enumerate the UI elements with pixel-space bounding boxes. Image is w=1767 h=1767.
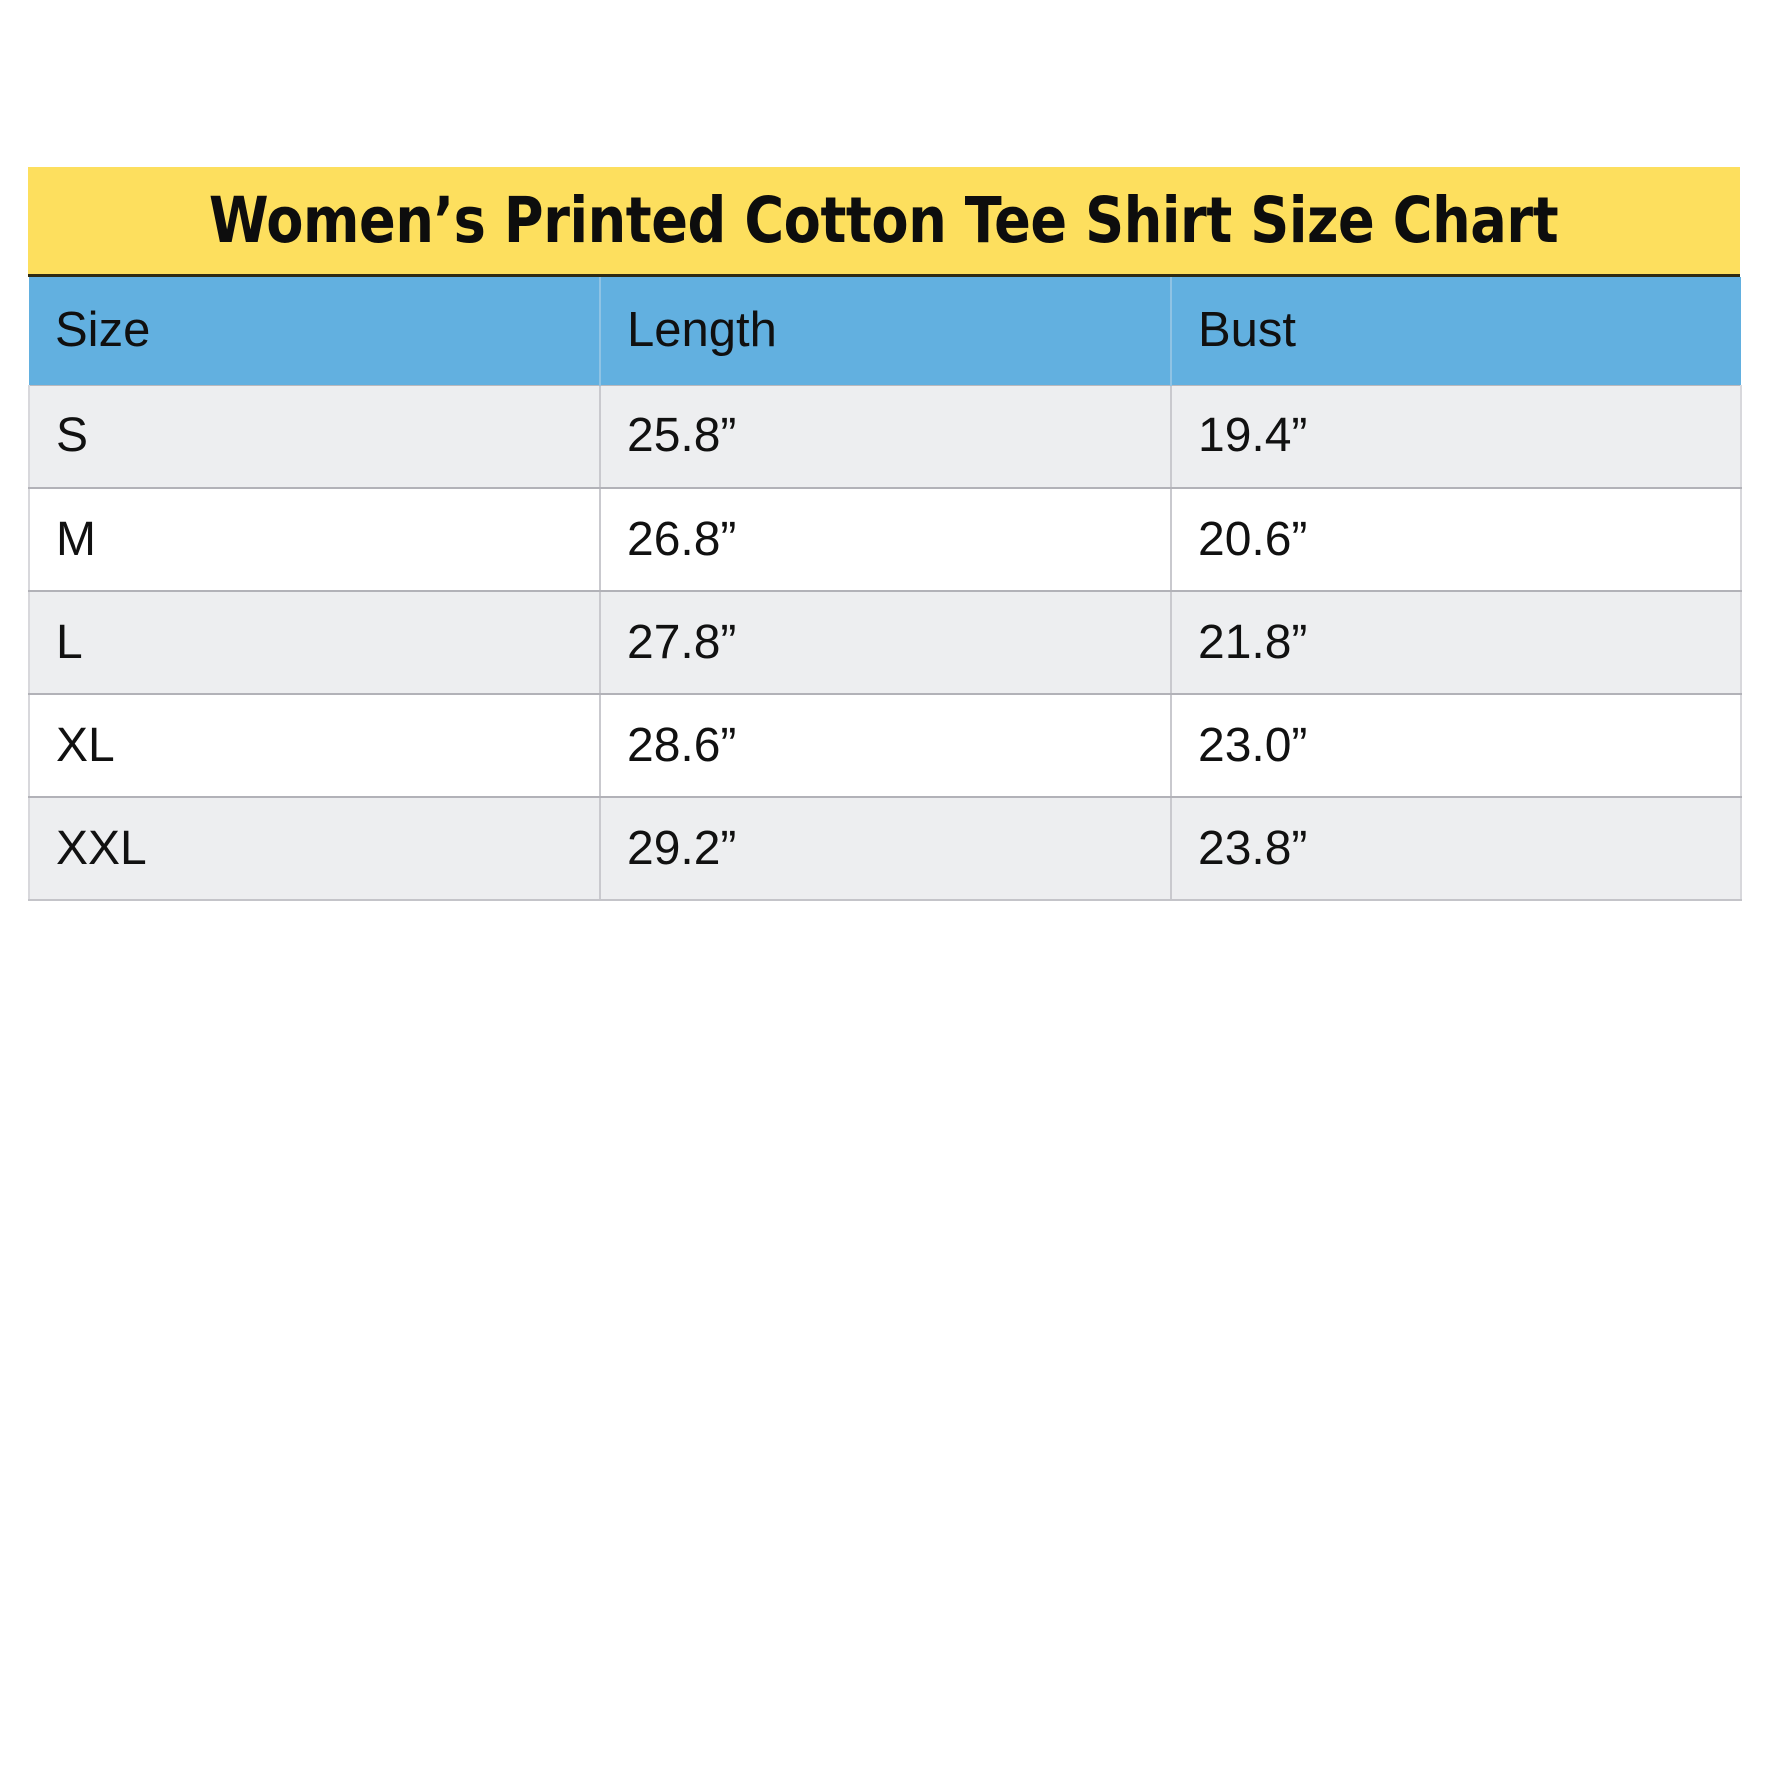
column-header-size: Size: [29, 277, 601, 386]
table-row: L 27.8” 21.8”: [28, 591, 1742, 695]
size-chart-card: Women’s Printed Cotton Tee Shirt Size Ch…: [28, 167, 1742, 901]
column-header-length: Length: [600, 277, 1172, 386]
cell-length: 28.6”: [600, 694, 1172, 798]
cell-size: S: [28, 385, 601, 489]
cell-bust: 21.8”: [1171, 591, 1742, 695]
cell-length: 29.2”: [600, 797, 1172, 901]
cell-bust: 20.6”: [1171, 488, 1742, 592]
cell-size: L: [28, 591, 601, 695]
page-title: Women’s Printed Cotton Tee Shirt Size Ch…: [209, 184, 1559, 257]
cell-bust: 23.0”: [1171, 694, 1742, 798]
table-row: XL 28.6” 23.0”: [28, 694, 1742, 798]
table-header-row: Size Length Bust: [29, 277, 1741, 386]
cell-size: M: [28, 488, 601, 592]
cell-bust: 23.8”: [1171, 797, 1742, 901]
column-header-bust: Bust: [1171, 277, 1741, 386]
size-chart-table: Size Length Bust S 25.8” 19.4” M 26.8” 2…: [28, 277, 1742, 901]
table-row: M 26.8” 20.6”: [28, 488, 1742, 592]
cell-length: 26.8”: [600, 488, 1172, 592]
cell-bust: 19.4”: [1171, 385, 1742, 489]
cell-size: XXL: [28, 797, 601, 901]
cell-length: 27.8”: [600, 591, 1172, 695]
chart-title-bar: Women’s Printed Cotton Tee Shirt Size Ch…: [28, 167, 1740, 277]
cell-size: XL: [28, 694, 601, 798]
table-row: S 25.8” 19.4”: [28, 385, 1742, 489]
table-row: XXL 29.2” 23.8”: [28, 797, 1742, 901]
cell-length: 25.8”: [600, 385, 1172, 489]
